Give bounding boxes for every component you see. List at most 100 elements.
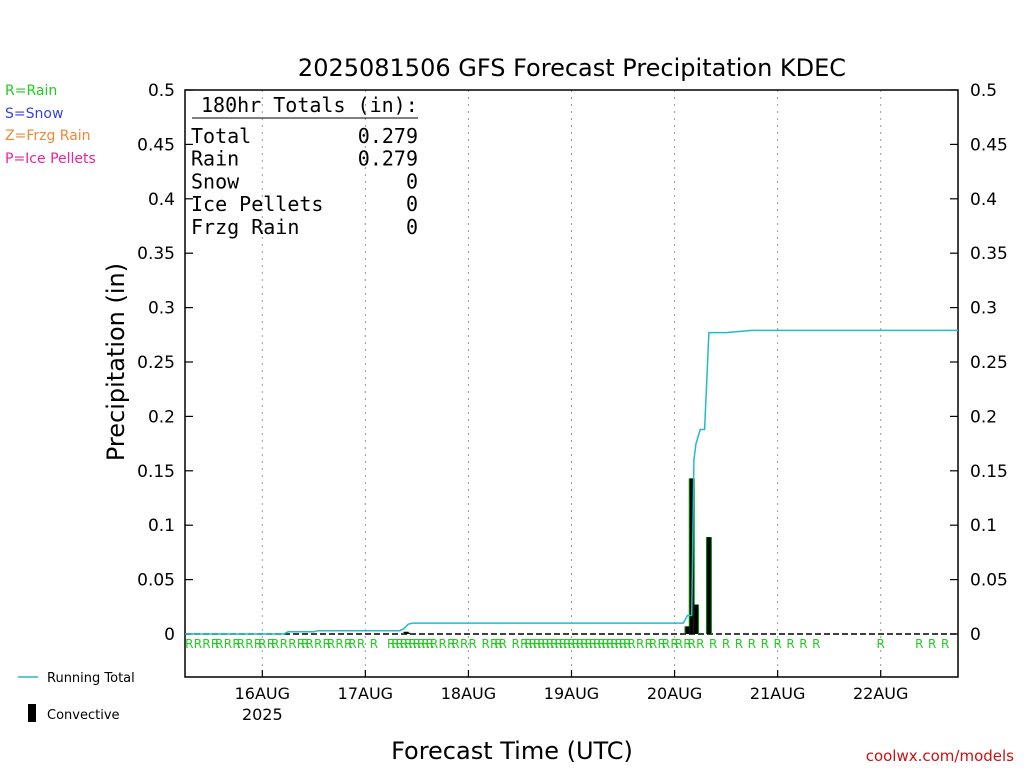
- y-tick-label-left: 0.35: [137, 244, 175, 264]
- rain-marker: R: [602, 637, 610, 651]
- rain-marker: R: [323, 637, 331, 651]
- rain-marker: R: [469, 637, 477, 651]
- rain-marker: R: [773, 637, 781, 651]
- y-tick-label-right: 0: [970, 625, 981, 645]
- rain-marker: R: [799, 637, 807, 651]
- legend-frzg-rain: Z=Frzg Rain: [5, 128, 91, 144]
- rain-marker: R: [417, 637, 425, 651]
- rain-marker: R: [400, 637, 408, 651]
- convective-bar: [694, 604, 699, 634]
- rain-marker: R: [761, 637, 769, 651]
- totals-row-value: 0: [406, 215, 418, 239]
- y-tick-label-right: 0.25: [970, 353, 1008, 373]
- y-tick-label-right: 0.35: [970, 244, 1008, 264]
- legend-ice-pellets: P=Ice Pellets: [5, 151, 96, 167]
- rain-marker: R: [688, 637, 696, 651]
- rain-marker: R: [627, 637, 635, 651]
- rain-marker: R: [615, 637, 623, 651]
- rain-marker: R: [670, 637, 678, 651]
- y-tick-label-right: 0.15: [970, 462, 1008, 482]
- chart-title: 2025081506 GFS Forecast Precipitation KD…: [298, 54, 846, 82]
- rain-marker: R: [572, 637, 580, 651]
- y-tick-label-right: 0.05: [970, 571, 1008, 591]
- rain-marker: R: [683, 637, 691, 651]
- rain-marker: R: [589, 637, 597, 651]
- rain-marker: R: [224, 637, 232, 651]
- rain-marker: R: [576, 637, 584, 651]
- rain-marker: R: [396, 637, 404, 651]
- rain-marker: R: [520, 637, 528, 651]
- legend-rain: R=Rain: [5, 83, 57, 99]
- series-legend: Running Total Convective: [18, 671, 135, 723]
- rain-marker: R: [344, 637, 352, 651]
- running-total-line: [185, 329, 958, 635]
- rain-marker: R: [280, 637, 288, 651]
- rain-marker: R: [512, 637, 520, 651]
- x-axis: 16AUG 2025 17AUG 18AUG 19AUG 20AUG 21AUG 22AUG: [235, 670, 908, 724]
- x-axis-title: Forecast Time (UTC): [391, 737, 633, 765]
- totals-row-label: Ice Pellets: [191, 192, 323, 216]
- y-axis-left: 0 0.05 0.1 0.15 0.2 0.25 0.3 0.35 0.4 0.45 0.5: [137, 81, 193, 645]
- grid-lines: [261, 90, 882, 677]
- x-tick-label: 22AUG: [853, 684, 908, 703]
- rain-marker: R: [585, 637, 593, 651]
- rain-marker: R: [387, 637, 395, 651]
- rain-marker: R: [748, 637, 756, 651]
- rain-marker: R: [619, 637, 627, 651]
- rain-marker: R: [202, 637, 210, 651]
- rain-marker: R: [610, 637, 618, 651]
- rain-marker: R: [709, 637, 717, 651]
- x-tick-label: 20AUG: [647, 684, 702, 703]
- rain-marker: R: [481, 637, 489, 651]
- precip-bars: [403, 478, 712, 634]
- legend-snow: S=Snow: [5, 106, 63, 122]
- rain-marker: R: [499, 637, 507, 651]
- rain-marker: R: [297, 637, 305, 651]
- rain-marker: R: [537, 637, 545, 651]
- y-tick-label-right: 0.1: [970, 516, 997, 536]
- rain-marker: R: [636, 637, 644, 651]
- y-tick-label-left: 0.1: [148, 516, 175, 536]
- watermark: coolwx.com/models: [866, 747, 1014, 765]
- rain-marker: R: [267, 637, 275, 651]
- y-tick-label-left: 0.4: [148, 190, 175, 210]
- rain-marker: R: [529, 637, 537, 651]
- rain-marker: R: [550, 637, 558, 651]
- rain-marker: R: [232, 637, 240, 651]
- rain-marker: R: [271, 637, 279, 651]
- rain-marker: R: [877, 637, 885, 651]
- rain-marker: R: [314, 637, 322, 651]
- rain-marker: R: [404, 637, 412, 651]
- rain-marker: R: [305, 637, 313, 651]
- y-tick-label-left: 0.05: [137, 571, 175, 591]
- rain-marker: R: [421, 637, 429, 651]
- totals-heading: 180hr Totals (in):: [201, 93, 418, 117]
- totals-row-label: Rain: [191, 147, 239, 171]
- rain-marker: R: [554, 637, 562, 651]
- y-tick-label-left: 0.3: [148, 299, 175, 319]
- rain-marker: R: [567, 637, 575, 651]
- convective-bar: [404, 631, 409, 634]
- y-tick-label-left: 0.25: [137, 353, 175, 373]
- rain-marker: R: [237, 637, 245, 651]
- rain-marker: R: [696, 637, 704, 651]
- rain-marker: R: [408, 637, 416, 651]
- convective-bar: [685, 626, 690, 634]
- running-total-legend-label: Running Total: [47, 671, 135, 686]
- x-tick-label: 17AUG: [338, 684, 393, 703]
- totals-row-value: 0: [406, 192, 418, 216]
- rain-marker: R: [675, 637, 683, 651]
- rain-marker: R: [533, 637, 541, 651]
- rain-marker: R: [649, 637, 657, 651]
- y-tick-label-left: 0.5: [148, 81, 175, 101]
- y-axis-title: Precipitation (in): [102, 263, 130, 461]
- y-tick-label-right: 0.2: [970, 407, 997, 427]
- rain-marker: R: [597, 637, 605, 651]
- y-tick-label-right: 0.5: [970, 81, 997, 101]
- convective-bar: [406, 632, 411, 634]
- y-tick-label-left: 0.45: [137, 135, 175, 155]
- totals-rows: Total 0.279 Rain 0.279 Snow 0 Ice Pellets 0 Frzg…: [191, 124, 418, 239]
- x-tick-sublabel: 2025: [242, 705, 283, 724]
- rain-marker: R: [494, 637, 502, 651]
